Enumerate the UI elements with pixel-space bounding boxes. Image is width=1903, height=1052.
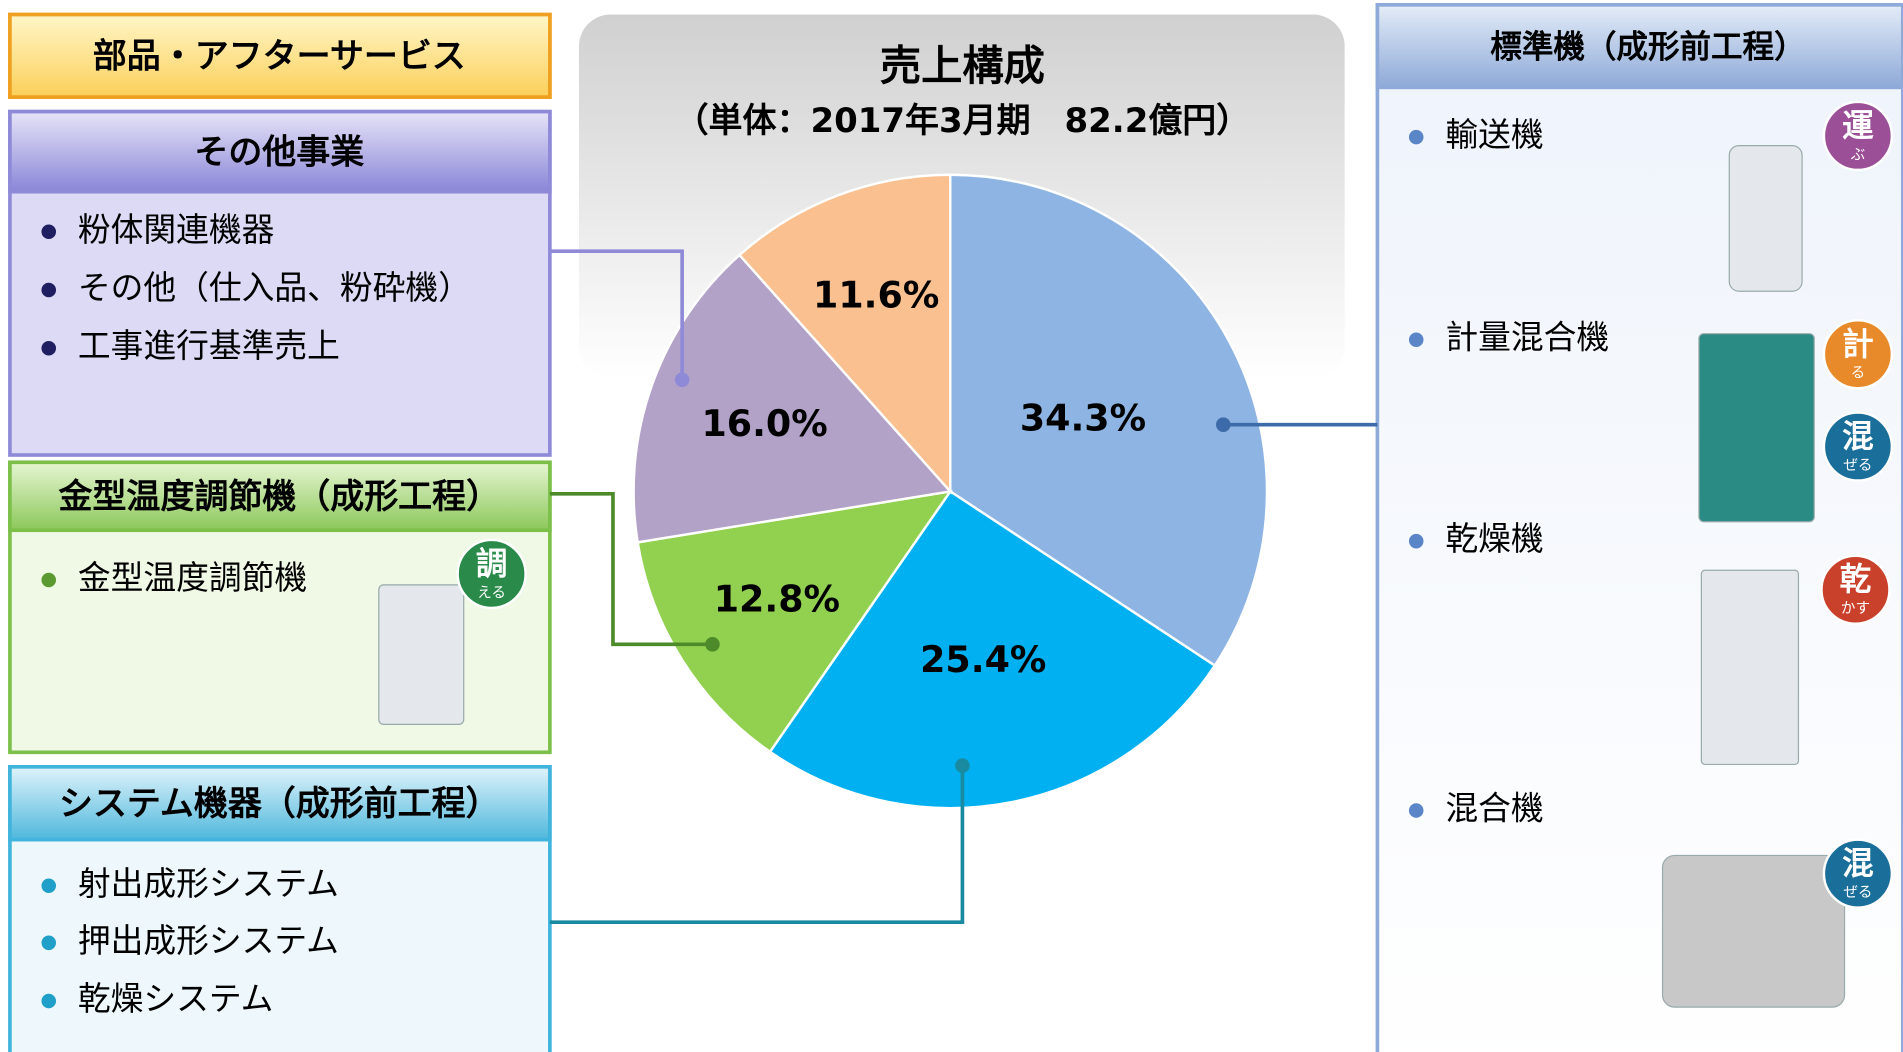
panel-item: 混合機: [1445, 790, 1543, 828]
connector-dot: [705, 637, 720, 652]
panel-title: システム機器（成形前工程）: [59, 784, 500, 824]
panel-header: [1375, 3, 1903, 90]
connector: [549, 765, 965, 924]
panel-title: 部品・アフターサービス: [93, 37, 466, 77]
panel-header: [8, 12, 552, 99]
connector: [549, 492, 713, 647]
badge: [1822, 319, 1894, 390]
connector-dot: [955, 758, 970, 773]
connector: [549, 249, 684, 380]
panel-title: 標準機（成形前工程）: [1490, 29, 1805, 66]
panel-item: 射出成形システム: [78, 865, 339, 903]
panel-item: 計量混合機: [1445, 319, 1609, 357]
data-label: 34.3%: [1020, 396, 1146, 439]
bullet: [1408, 803, 1424, 818]
panel-title: 金型温度調節機（成形工程）: [57, 477, 500, 517]
badge: [1822, 838, 1894, 909]
panel-header: [8, 765, 552, 842]
chart-title: 売上構成: [880, 42, 1045, 90]
badge-sub: ぶ: [1851, 146, 1866, 163]
data-label: 11.6%: [813, 273, 939, 316]
panel-item: 粉体関連機器: [78, 211, 275, 249]
connectors: [549, 249, 1378, 924]
panel-item: その他（仕入品、粉砕機）: [78, 269, 471, 307]
bullet: [1408, 533, 1424, 549]
panel-item: 工事進行基準売上: [78, 327, 340, 365]
connector-dot: [674, 372, 690, 388]
panel-header: [8, 109, 552, 194]
pie-slice: [737, 173, 952, 495]
badge-sub: ぜる: [1843, 457, 1872, 474]
badge-sub: かす: [1841, 600, 1870, 617]
panel-title: その他事業: [194, 133, 364, 173]
pie: 34.3% 25.4% 12.8% 16.0% 11.6%: [632, 173, 1269, 810]
badge: [1822, 100, 1894, 172]
product-image: [378, 584, 465, 725]
panel-header: [8, 460, 552, 533]
product-image: [1698, 333, 1815, 523]
chart-subtitle: （単体：2017年3月期 82.2億円）: [675, 101, 1251, 141]
bullet: [41, 878, 57, 894]
data-label: 12.8%: [714, 577, 840, 620]
connector-dot: [1216, 417, 1231, 432]
badge: [456, 538, 527, 610]
badge-main: 乾: [1840, 562, 1872, 598]
panel-item: 押出成形システム: [78, 922, 339, 960]
bullet: [1408, 332, 1424, 348]
product-image: [1661, 854, 1846, 1008]
badge-main: 混: [1842, 419, 1874, 455]
badge-main: 混: [1842, 846, 1874, 882]
product-image: [1700, 569, 1800, 766]
data-label: 16.0%: [701, 402, 827, 445]
badge-main: 調: [476, 546, 508, 582]
bullet: [41, 224, 57, 240]
panel-item: 乾燥機: [1445, 520, 1543, 558]
pie-slice: [768, 489, 1217, 810]
bullet: [41, 935, 57, 951]
data-label: 25.4%: [920, 638, 1046, 681]
product-images: [378, 144, 1846, 1008]
product-image: [1728, 144, 1803, 292]
bullet: [41, 993, 57, 1009]
badge-sub: る: [1851, 365, 1866, 382]
badge-sub: える: [477, 584, 506, 601]
badge: [1820, 554, 1891, 625]
pie-slice: [636, 489, 953, 754]
bullet: [41, 282, 57, 298]
bullet: [1408, 129, 1424, 145]
badge: [1822, 411, 1894, 482]
badge-main: 運: [1842, 108, 1874, 144]
pie-slice: [632, 253, 953, 544]
bullet: [41, 572, 57, 588]
panel-item: 金型温度調節機: [78, 559, 307, 597]
badge-sub: ぜる: [1843, 884, 1872, 901]
bullet: [41, 340, 57, 356]
badge-main: 計: [1842, 326, 1874, 363]
panel-item: 輸送機: [1445, 116, 1543, 154]
panel-item: 乾燥システム: [78, 980, 274, 1018]
